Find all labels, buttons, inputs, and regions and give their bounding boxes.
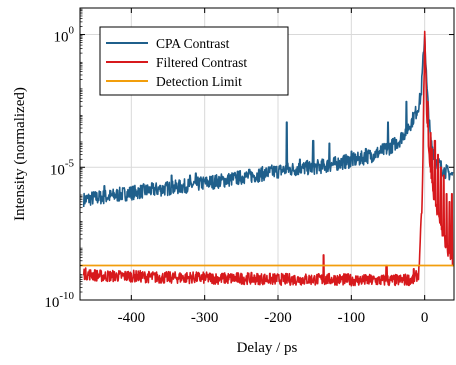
legend-label: Detection Limit	[156, 74, 242, 89]
series-line	[82, 30, 454, 287]
y-tick-label: 10-10	[44, 290, 74, 311]
y-axis-label: Intensity (normalized)	[12, 87, 28, 221]
y-tick-label: 10-5	[50, 157, 75, 178]
ticks: -400 -300 -200 -100 0 10-10 10-5 100	[44, 8, 454, 326]
series-filtered-contrast	[82, 30, 454, 287]
legend-label: CPA Contrast	[156, 36, 230, 51]
x-tick-label: -200	[264, 310, 292, 326]
x-axis-label: Delay / ps	[237, 340, 298, 356]
plot-frame	[79, 7, 455, 301]
series-layer	[80, 30, 454, 287]
x-tick-label: -400	[118, 310, 146, 326]
x-tick-label: -300	[191, 310, 219, 326]
legend: CPA Contrast Filtered Contrast Detection L…	[99, 26, 289, 96]
series-line	[82, 34, 454, 208]
y-tick-label: 100	[54, 25, 75, 46]
x-tick-label: 0	[421, 310, 429, 326]
legend-label: Filtered Contrast	[156, 55, 247, 70]
series-cpa-contrast	[82, 34, 454, 208]
x-tick-label: -100	[338, 310, 366, 326]
